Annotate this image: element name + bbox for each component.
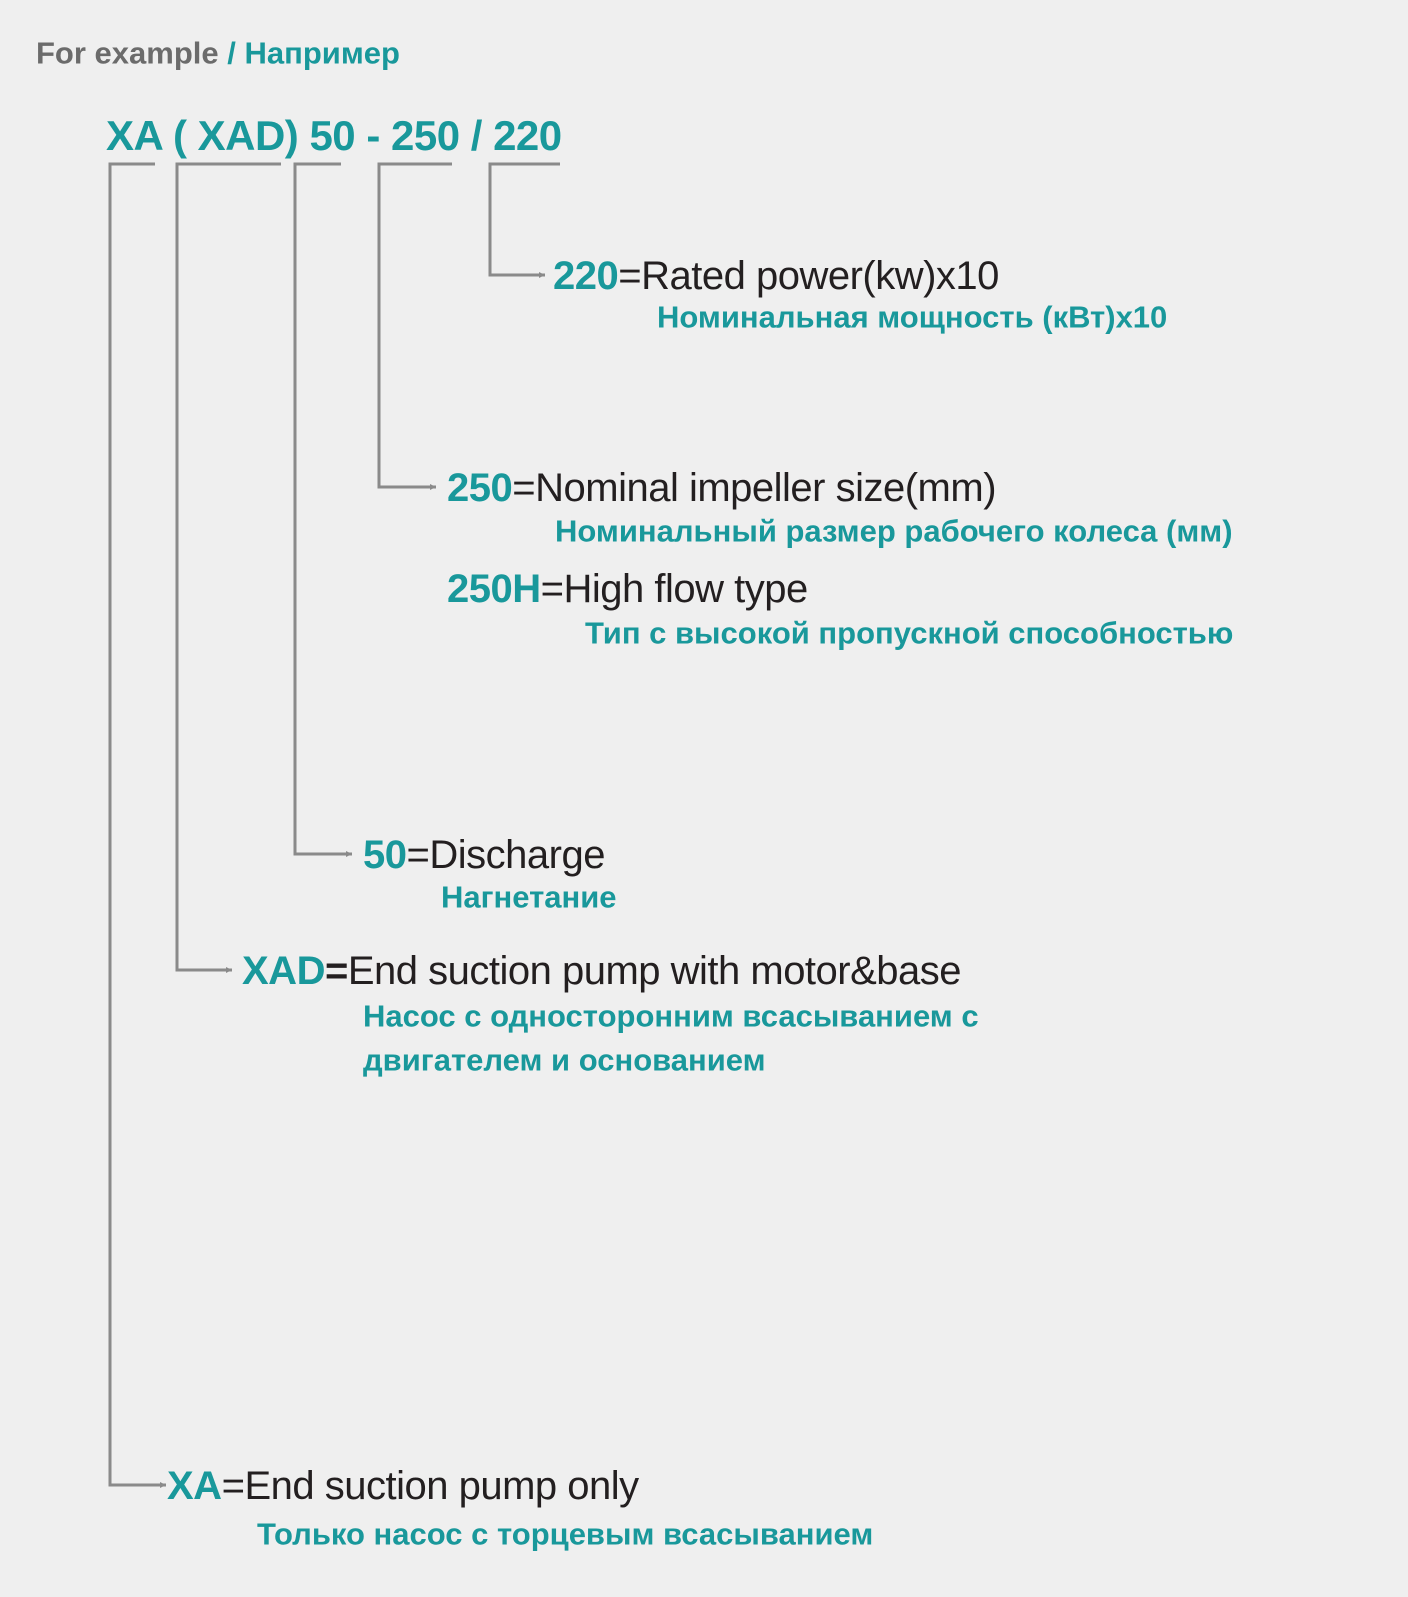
entry-desc: End suction pump with motor&base xyxy=(347,949,962,993)
entry-code: 250 xyxy=(447,466,513,510)
entry-220: 220=Rated power(kw)x10 xyxy=(553,256,999,296)
entry-eq: = xyxy=(221,1464,245,1508)
entry-eq: = xyxy=(406,833,430,877)
entry-xad-ru: Насос с односторонним всасыванием с xyxy=(363,998,979,1034)
connector-250 xyxy=(377,162,452,490)
entry-desc: Rated power(kw)x10 xyxy=(641,254,999,298)
entry-250h: 250H=High flow type xyxy=(447,569,808,609)
example-heading: For example / Например xyxy=(36,38,400,69)
entry-eq: = xyxy=(512,466,536,510)
entry-desc: High flow type xyxy=(563,567,808,611)
entry-eq: = xyxy=(324,949,348,993)
entry-250-ru: Номинальный размер рабочего колеса (мм) xyxy=(555,513,1233,549)
entry-desc: End suction pump only xyxy=(244,1464,639,1508)
entry-code: XA xyxy=(167,1464,222,1508)
entry-xa-ru: Только насос с торцевым всасыванием xyxy=(257,1516,874,1552)
entry-220-ru: Номинальная мощность (кВт)x10 xyxy=(657,299,1168,335)
connector-xa xyxy=(108,162,166,1488)
entry-xad: XAD=End suction pump with motor&base xyxy=(242,949,962,993)
entry-xa: XA=End suction pump only xyxy=(167,1466,639,1506)
entry-desc: Nominal impeller size(mm) xyxy=(535,466,997,510)
connector-xad xyxy=(175,162,281,973)
entry-50: 50=Discharge xyxy=(363,835,605,875)
entry-eq: = xyxy=(540,567,564,611)
example-label-ru: / Например xyxy=(227,35,400,71)
model-code: XA ( XAD) 50 - 250 / 220 xyxy=(106,112,562,159)
entry-eq: = xyxy=(618,254,642,298)
entry-desc: Discharge xyxy=(429,833,605,877)
connector-220 xyxy=(488,162,560,278)
entry-code: XAD xyxy=(242,949,325,993)
entry-code: 220 xyxy=(553,254,619,298)
entry-code: 250H xyxy=(447,567,541,611)
example-label-en: For example xyxy=(36,35,219,71)
entry-250: 250=Nominal impeller size(mm) xyxy=(447,466,997,510)
entry-50-ru: Нагнетание xyxy=(441,879,617,915)
entry-xad-ru-line2: двигателем и основанием xyxy=(363,1042,766,1078)
connector-50 xyxy=(293,162,352,857)
entry-250h-ru: Тип с высокой пропускной способностью xyxy=(585,615,1234,651)
entry-code: 50 xyxy=(363,833,407,877)
